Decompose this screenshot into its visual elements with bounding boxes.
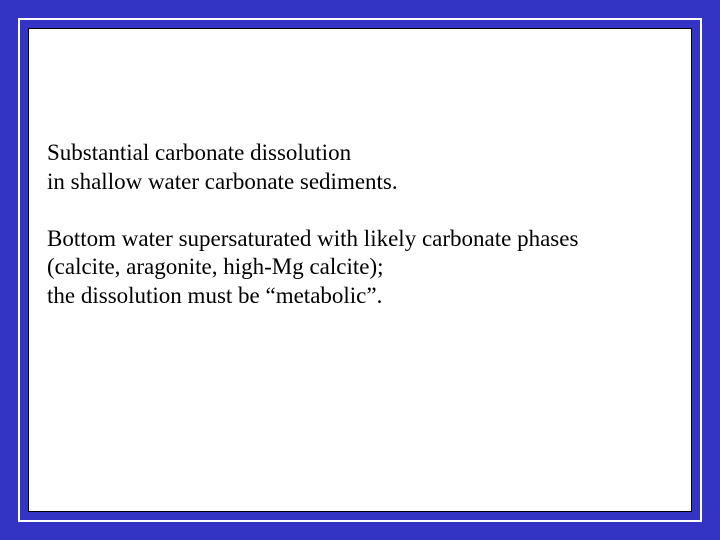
- paragraph-2-line-1: Bottom water supersaturated with likely …: [47, 226, 578, 251]
- paragraph-2-line-3: the dissolution must be “metabolic”.: [47, 283, 382, 308]
- paragraph-1-line-2: in shallow water carbonate sediments.: [47, 169, 398, 194]
- paragraph-1-line-1: Substantial carbonate dissolution: [47, 140, 351, 165]
- slide-outer-frame: Substantial carbonate dissolution in sha…: [18, 18, 702, 522]
- paragraph-2-line-2: (calcite, aragonite, high-Mg calcite);: [47, 254, 384, 279]
- paragraph-2: Bottom water supersaturated with likely …: [47, 225, 673, 311]
- paragraph-1: Substantial carbonate dissolution in sha…: [47, 139, 673, 197]
- slide-content-area: Substantial carbonate dissolution in sha…: [28, 28, 692, 512]
